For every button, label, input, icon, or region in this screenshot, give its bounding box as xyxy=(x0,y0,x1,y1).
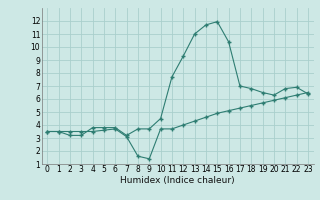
X-axis label: Humidex (Indice chaleur): Humidex (Indice chaleur) xyxy=(120,176,235,185)
